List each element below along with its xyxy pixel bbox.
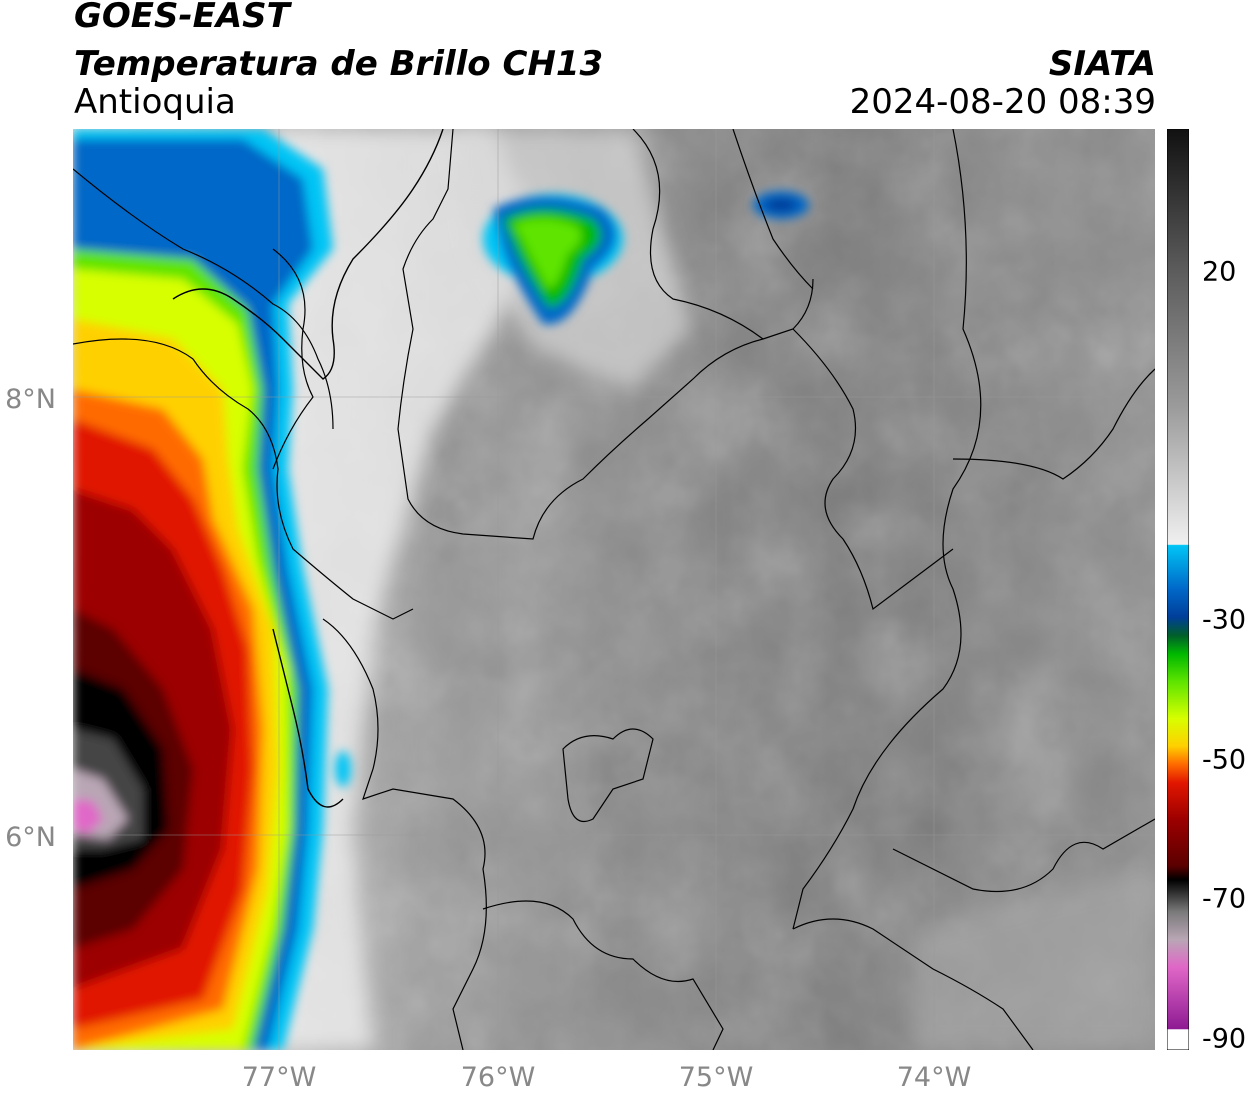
coastal-cloud-band: [253, 129, 543, 1050]
gridlines: [73, 129, 1155, 1050]
satellite-title: GOES-EAST: [74, 0, 290, 36]
lat-label-8n: 8°N: [5, 384, 56, 415]
administrative-boundaries: [73, 129, 1155, 1050]
satellite-map: [73, 129, 1155, 1050]
colorbar-tick-20: 20: [1202, 256, 1237, 288]
colorbar-tick-minus-90: -90: [1202, 1023, 1247, 1055]
lon-label-77w: 77°W: [241, 1062, 317, 1093]
organization-label: SIATA: [1048, 44, 1156, 84]
region-label: Antioquia: [74, 82, 236, 122]
colorbar-tick-minus-70: -70: [1202, 883, 1247, 915]
colorbar-tick-minus-30: -30: [1202, 604, 1247, 636]
pacific-storm-system: [73, 129, 333, 1050]
colorbar: [1167, 129, 1189, 1050]
product-title: Temperatura de Brillo CH13: [74, 44, 604, 84]
lon-label-76w: 76°W: [460, 1062, 536, 1093]
coastline: [172, 129, 444, 808]
lon-label-75w: 75°W: [678, 1062, 754, 1093]
lat-label-6n: 6°N: [5, 822, 56, 853]
northern-storm-cells: [335, 191, 809, 787]
datetime-label: 2024-08-20 08:39: [849, 82, 1156, 122]
lon-label-74w: 74°W: [896, 1062, 972, 1093]
southeast-lighter-area: [913, 869, 1155, 1050]
colorbar-tick-minus-50: -50: [1202, 744, 1247, 776]
